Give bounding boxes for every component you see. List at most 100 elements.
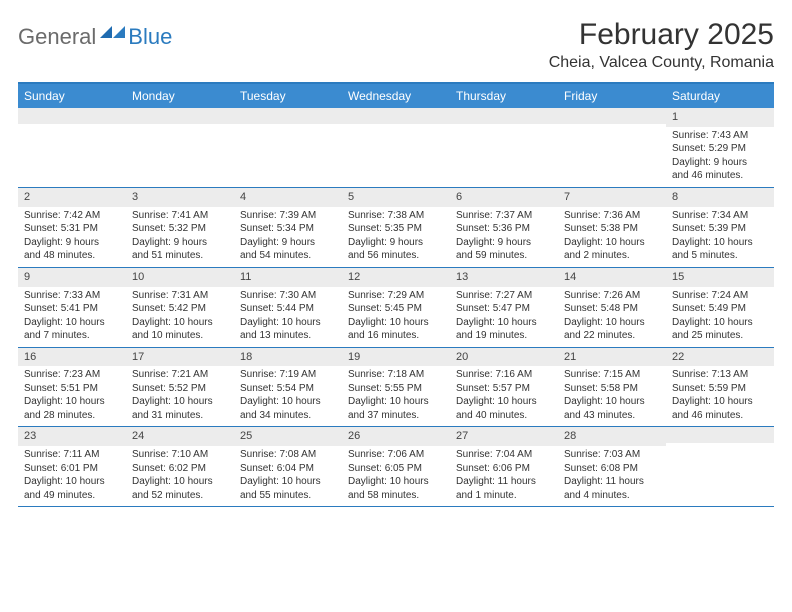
day-number: 7 [558, 188, 666, 207]
day-cell [666, 427, 774, 506]
day-daylight2: and 22 minutes. [564, 329, 660, 343]
day-body: Sunrise: 7:11 AMSunset: 6:01 PMDaylight:… [18, 446, 126, 506]
day-daylight1: Daylight: 10 hours [24, 316, 120, 330]
day-number: 20 [450, 348, 558, 367]
day-daylight1: Daylight: 10 hours [564, 236, 660, 250]
day-body: Sunrise: 7:19 AMSunset: 5:54 PMDaylight:… [234, 366, 342, 426]
day-daylight1: Daylight: 10 hours [564, 316, 660, 330]
day-sunset: Sunset: 5:48 PM [564, 302, 660, 316]
day-sunset: Sunset: 5:57 PM [456, 382, 552, 396]
day-cell: 18Sunrise: 7:19 AMSunset: 5:54 PMDayligh… [234, 348, 342, 427]
day-daylight2: and 10 minutes. [132, 329, 228, 343]
day-body: Sunrise: 7:21 AMSunset: 5:52 PMDaylight:… [126, 366, 234, 426]
day-number: 13 [450, 268, 558, 287]
day-sunrise: Sunrise: 7:06 AM [348, 448, 444, 462]
day-cell [450, 108, 558, 187]
day-daylight2: and 40 minutes. [456, 409, 552, 423]
day-sunrise: Sunrise: 7:33 AM [24, 289, 120, 303]
day-body: Sunrise: 7:04 AMSunset: 6:06 PMDaylight:… [450, 446, 558, 506]
day-daylight2: and 4 minutes. [564, 489, 660, 503]
day-sunset: Sunset: 5:34 PM [240, 222, 336, 236]
day-daylight1: Daylight: 9 hours [240, 236, 336, 250]
header: General Blue February 2025 Cheia, Valcea… [18, 18, 774, 72]
day-sunset: Sunset: 6:02 PM [132, 462, 228, 476]
day-daylight2: and 19 minutes. [456, 329, 552, 343]
day-number: 21 [558, 348, 666, 367]
day-daylight1: Daylight: 10 hours [132, 475, 228, 489]
title-block: February 2025 Cheia, Valcea County, Roma… [549, 18, 774, 72]
day-daylight2: and 28 minutes. [24, 409, 120, 423]
day-number: 15 [666, 268, 774, 287]
day-cell: 10Sunrise: 7:31 AMSunset: 5:42 PMDayligh… [126, 268, 234, 347]
day-cell: 17Sunrise: 7:21 AMSunset: 5:52 PMDayligh… [126, 348, 234, 427]
day-sunset: Sunset: 5:55 PM [348, 382, 444, 396]
day-sunrise: Sunrise: 7:21 AM [132, 368, 228, 382]
day-sunrise: Sunrise: 7:26 AM [564, 289, 660, 303]
day-header-thursday: Thursday [450, 84, 558, 108]
day-number: 28 [558, 427, 666, 446]
day-sunset: Sunset: 5:52 PM [132, 382, 228, 396]
day-header-monday: Monday [126, 84, 234, 108]
day-cell: 9 Sunrise: 7:33 AMSunset: 5:41 PMDaylight… [18, 268, 126, 347]
day-sunset: Sunset: 5:47 PM [456, 302, 552, 316]
day-sunset: Sunset: 6:05 PM [348, 462, 444, 476]
day-cell: 25Sunrise: 7:08 AMSunset: 6:04 PMDayligh… [234, 427, 342, 506]
day-number: 14 [558, 268, 666, 287]
day-body: Sunrise: 7:31 AMSunset: 5:42 PMDaylight:… [126, 287, 234, 347]
day-daylight2: and 49 minutes. [24, 489, 120, 503]
logo: General Blue [18, 18, 172, 50]
day-cell: 20Sunrise: 7:16 AMSunset: 5:57 PMDayligh… [450, 348, 558, 427]
day-body [450, 124, 558, 130]
day-sunset: Sunset: 6:01 PM [24, 462, 120, 476]
day-body: Sunrise: 7:24 AMSunset: 5:49 PMDaylight:… [666, 287, 774, 347]
day-sunrise: Sunrise: 7:36 AM [564, 209, 660, 223]
day-sunset: Sunset: 5:51 PM [24, 382, 120, 396]
day-number [234, 108, 342, 124]
day-number: 22 [666, 348, 774, 367]
day-sunrise: Sunrise: 7:08 AM [240, 448, 336, 462]
day-sunrise: Sunrise: 7:42 AM [24, 209, 120, 223]
day-cell: 3Sunrise: 7:41 AMSunset: 5:32 PMDaylight… [126, 188, 234, 267]
day-daylight1: Daylight: 9 hours [132, 236, 228, 250]
day-cell: 6Sunrise: 7:37 AMSunset: 5:36 PMDaylight… [450, 188, 558, 267]
day-body [342, 124, 450, 130]
day-daylight1: Daylight: 10 hours [672, 236, 768, 250]
day-sunset: Sunset: 5:44 PM [240, 302, 336, 316]
day-body: Sunrise: 7:03 AMSunset: 6:08 PMDaylight:… [558, 446, 666, 506]
day-number: 9 [18, 268, 126, 287]
day-number: 26 [342, 427, 450, 446]
week-row: 2Sunrise: 7:42 AMSunset: 5:31 PMDaylight… [18, 188, 774, 268]
day-header-wednesday: Wednesday [342, 84, 450, 108]
day-sunrise: Sunrise: 7:11 AM [24, 448, 120, 462]
day-number: 8 [666, 188, 774, 207]
day-sunrise: Sunrise: 7:38 AM [348, 209, 444, 223]
day-body: Sunrise: 7:23 AMSunset: 5:51 PMDaylight:… [18, 366, 126, 426]
day-daylight1: Daylight: 10 hours [672, 316, 768, 330]
day-daylight2: and 34 minutes. [240, 409, 336, 423]
day-daylight2: and 52 minutes. [132, 489, 228, 503]
day-cell: 13Sunrise: 7:27 AMSunset: 5:47 PMDayligh… [450, 268, 558, 347]
day-body: Sunrise: 7:36 AMSunset: 5:38 PMDaylight:… [558, 207, 666, 267]
day-daylight1: Daylight: 10 hours [24, 475, 120, 489]
day-sunrise: Sunrise: 7:41 AM [132, 209, 228, 223]
day-number: 25 [234, 427, 342, 446]
day-daylight2: and 7 minutes. [24, 329, 120, 343]
day-cell [234, 108, 342, 187]
day-sunrise: Sunrise: 7:31 AM [132, 289, 228, 303]
day-cell: 28Sunrise: 7:03 AMSunset: 6:08 PMDayligh… [558, 427, 666, 506]
day-cell: 15Sunrise: 7:24 AMSunset: 5:49 PMDayligh… [666, 268, 774, 347]
day-sunset: Sunset: 5:49 PM [672, 302, 768, 316]
day-number [342, 108, 450, 124]
day-daylight2: and 58 minutes. [348, 489, 444, 503]
day-sunset: Sunset: 6:04 PM [240, 462, 336, 476]
day-sunrise: Sunrise: 7:30 AM [240, 289, 336, 303]
day-cell [558, 108, 666, 187]
day-sunset: Sunset: 5:31 PM [24, 222, 120, 236]
day-number: 10 [126, 268, 234, 287]
day-body: Sunrise: 7:43 AMSunset: 5:29 PMDaylight:… [666, 127, 774, 187]
calendar: Sunday Monday Tuesday Wednesday Thursday… [18, 82, 774, 507]
location: Cheia, Valcea County, Romania [549, 54, 774, 72]
day-sunset: Sunset: 5:41 PM [24, 302, 120, 316]
day-header-saturday: Saturday [666, 84, 774, 108]
day-sunset: Sunset: 5:42 PM [132, 302, 228, 316]
